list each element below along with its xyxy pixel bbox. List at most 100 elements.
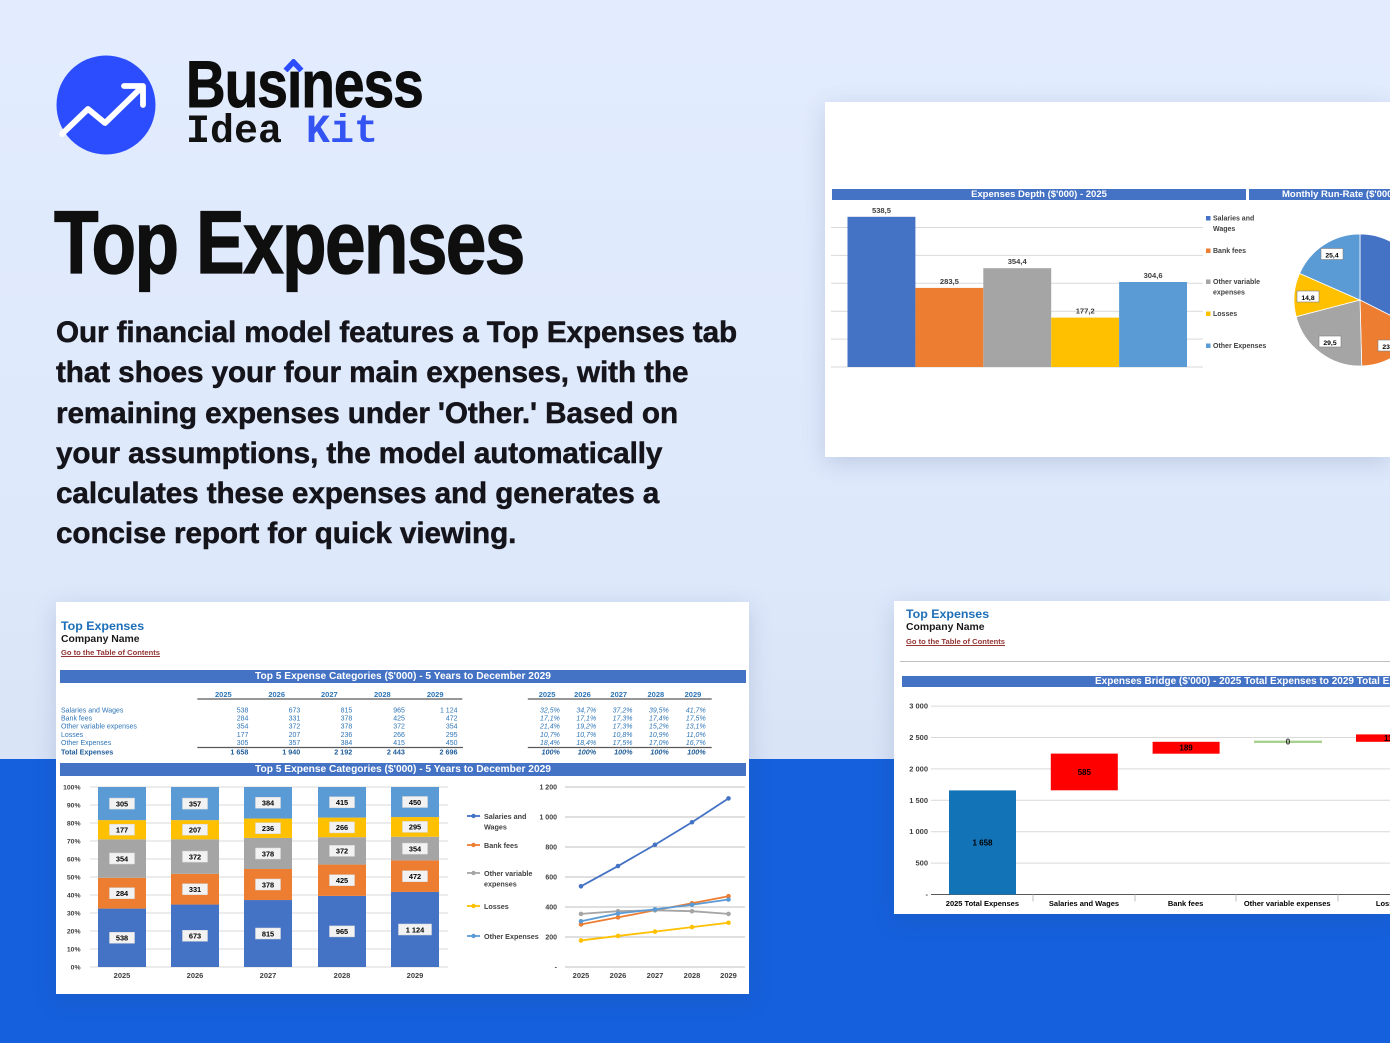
svg-text:2 696: 2 696 <box>440 748 458 757</box>
svg-text:2027: 2027 <box>260 971 277 980</box>
svg-text:500: 500 <box>915 859 928 868</box>
svg-text:2026: 2026 <box>574 690 591 699</box>
svg-text:284: 284 <box>237 716 249 723</box>
svg-text:80%: 80% <box>67 821 81 828</box>
svg-text:2027: 2027 <box>321 690 338 699</box>
svg-text:425: 425 <box>393 716 405 723</box>
svg-text:10,7%: 10,7% <box>540 732 560 739</box>
svg-text:18,4%: 18,4% <box>540 740 560 747</box>
svg-text:965: 965 <box>336 927 348 936</box>
svg-text:21,4%: 21,4% <box>539 724 560 731</box>
svg-text:2025: 2025 <box>215 690 232 699</box>
svg-text:70%: 70% <box>67 839 81 846</box>
svg-text:17,3%: 17,3% <box>613 724 633 731</box>
svg-text:10,7%: 10,7% <box>576 732 596 739</box>
svg-text:Other variable expenses: Other variable expenses <box>61 724 137 731</box>
svg-text:Losses: Losses <box>1376 899 1390 908</box>
svg-text:Total Expenses: Total Expenses <box>61 748 113 757</box>
svg-text:20%: 20% <box>67 929 81 936</box>
svg-text:Other Expenses: Other Expenses <box>484 932 539 941</box>
svg-text:29,5: 29,5 <box>1323 340 1336 347</box>
svg-text:415: 415 <box>393 740 405 747</box>
svg-text:expenses: expenses <box>1213 290 1245 297</box>
svg-text:23,7: 23,7 <box>1382 344 1390 351</box>
svg-text:-: - <box>926 890 929 899</box>
svg-text:17,5%: 17,5% <box>613 740 633 747</box>
svg-text:378: 378 <box>341 724 353 731</box>
svg-text:Salaries and Wages: Salaries and Wages <box>61 708 124 715</box>
svg-text:450: 450 <box>409 798 421 807</box>
svg-text:450: 450 <box>446 740 458 747</box>
svg-text:Bank fees: Bank fees <box>1213 248 1246 255</box>
svg-text:11,0%: 11,0% <box>686 732 705 739</box>
svg-text:Other variable: Other variable <box>484 869 532 878</box>
svg-text:Salaries and: Salaries and <box>484 812 526 821</box>
svg-text:2028: 2028 <box>684 971 701 980</box>
svg-text:41,7%: 41,7% <box>686 708 706 715</box>
svg-text:425: 425 <box>336 876 348 885</box>
svg-text:673: 673 <box>189 932 201 941</box>
svg-text:17,3%: 17,3% <box>613 716 633 723</box>
svg-text:1 000: 1 000 <box>539 815 557 822</box>
svg-text:37,2%: 37,2% <box>613 708 633 715</box>
svg-text:Bank fees: Bank fees <box>61 716 93 723</box>
svg-text:Bank fees: Bank fees <box>484 841 518 850</box>
svg-text:354: 354 <box>237 724 249 731</box>
svg-text:305: 305 <box>116 799 128 808</box>
svg-text:3 000: 3 000 <box>909 702 928 711</box>
svg-text:Salaries and: Salaries and <box>1213 216 1254 223</box>
svg-text:200: 200 <box>545 935 557 942</box>
svg-text:236: 236 <box>341 732 353 739</box>
svg-text:Bank fees: Bank fees <box>1168 899 1203 908</box>
svg-text:372: 372 <box>336 847 348 856</box>
svg-text:Losses: Losses <box>1213 311 1237 318</box>
svg-text:1 658: 1 658 <box>972 838 993 847</box>
svg-text:284: 284 <box>116 889 129 898</box>
svg-text:357: 357 <box>189 799 201 808</box>
svg-text:538: 538 <box>116 934 128 943</box>
svg-text:384: 384 <box>341 740 353 747</box>
svg-text:39,5%: 39,5% <box>649 708 669 715</box>
svg-text:0%: 0% <box>71 965 81 972</box>
svg-text:1 200: 1 200 <box>539 785 557 792</box>
svg-text:17,1%: 17,1% <box>576 716 596 723</box>
svg-text:283,5: 283,5 <box>940 277 960 286</box>
svg-text:100%: 100% <box>687 748 706 757</box>
svg-text:100%: 100% <box>578 748 597 757</box>
svg-text:207: 207 <box>189 826 201 835</box>
svg-text:32,5%: 32,5% <box>540 708 560 715</box>
svg-text:100%: 100% <box>63 785 80 792</box>
svg-text:266: 266 <box>393 732 405 739</box>
svg-text:90%: 90% <box>67 803 81 810</box>
svg-text:331: 331 <box>289 716 301 723</box>
svg-text:2029: 2029 <box>720 971 737 980</box>
svg-text:2028: 2028 <box>334 971 351 980</box>
svg-text:expenses: expenses <box>484 879 517 888</box>
svg-text:2025: 2025 <box>114 971 131 980</box>
svg-text:17,1%: 17,1% <box>540 716 560 723</box>
svg-text:2029: 2029 <box>407 971 424 980</box>
svg-text:177: 177 <box>116 826 128 835</box>
svg-text:1 000: 1 000 <box>909 827 928 836</box>
svg-text:2 000: 2 000 <box>909 764 928 773</box>
svg-text:25,4: 25,4 <box>1325 252 1338 259</box>
svg-text:815: 815 <box>262 929 274 938</box>
svg-text:378: 378 <box>262 880 274 889</box>
svg-text:354: 354 <box>446 724 458 731</box>
svg-text:354: 354 <box>116 854 129 863</box>
svg-text:60%: 60% <box>67 857 81 864</box>
svg-text:815: 815 <box>341 708 353 715</box>
svg-text:2027: 2027 <box>647 971 664 980</box>
svg-text:357: 357 <box>289 740 301 747</box>
svg-text:100%: 100% <box>542 748 561 757</box>
svg-text:40%: 40% <box>67 893 81 900</box>
svg-text:10,8%: 10,8% <box>613 732 633 739</box>
svg-text:177: 177 <box>237 732 249 739</box>
svg-text:15,2%: 15,2% <box>649 724 669 731</box>
svg-text:Wages: Wages <box>1213 226 1235 233</box>
svg-text:372: 372 <box>393 724 405 731</box>
svg-text:965: 965 <box>393 708 405 715</box>
svg-text:304,6: 304,6 <box>1144 271 1163 280</box>
svg-text:305: 305 <box>237 740 249 747</box>
svg-text:295: 295 <box>409 823 421 832</box>
